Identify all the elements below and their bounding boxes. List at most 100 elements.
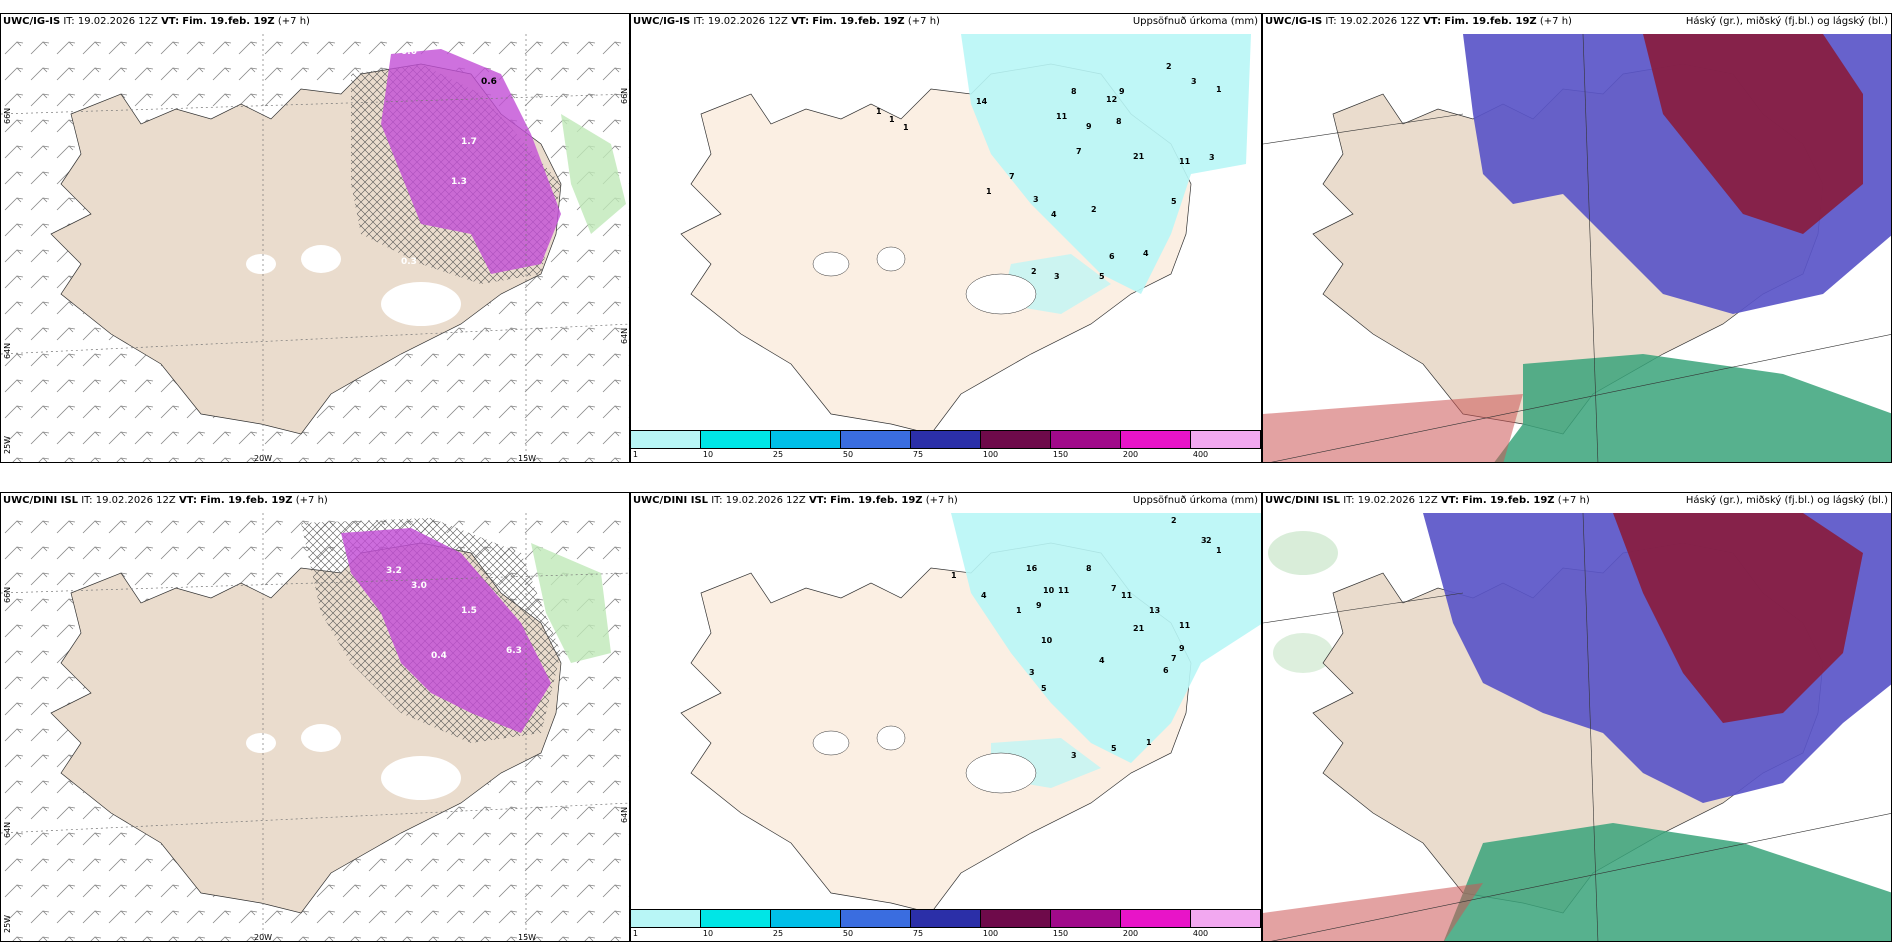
svg-text:11: 11 <box>1121 591 1133 600</box>
svg-text:10: 10 <box>1043 586 1055 595</box>
colorbar-label: 150 <box>1052 450 1069 459</box>
svg-text:5: 5 <box>1041 684 1047 693</box>
wind-map-panel-bottom: UWC/DINI ISL IT: 19.02.2026 12Z VT: Fim.… <box>0 492 630 942</box>
lat-label-64: 64N <box>3 821 12 838</box>
lon-corner-label: 25W <box>3 914 12 933</box>
svg-text:2: 2 <box>1031 267 1037 276</box>
panel-title: UWC/DINI ISL IT: 19.02.2026 12Z VT: Fim.… <box>1265 495 1590 506</box>
precip-map-panel-top: UWC/IG-IS IT: 19.02.2026 12Z VT: Fim. 19… <box>630 13 1262 463</box>
precip-colorbar: 1 10 25 50 75 100 150 200 400 <box>631 909 1261 941</box>
colorbar-swatch <box>771 431 841 448</box>
colorbar-label: 1 <box>632 929 638 938</box>
svg-text:4: 4 <box>1051 210 1057 219</box>
colorbar-label: 25 <box>772 450 784 459</box>
panel-title: UWC/IG-IS IT: 19.02.2026 12Z VT: Fim. 19… <box>1265 16 1572 27</box>
lon-label-15w: 15W <box>518 454 537 463</box>
colorbar-swatch <box>911 910 981 927</box>
lat-label-66: 66N <box>3 107 12 124</box>
svg-text:8: 8 <box>1086 564 1092 573</box>
lat-label-64: 64N <box>3 342 12 359</box>
svg-text:11: 11 <box>1179 621 1191 630</box>
svg-text:2: 2 <box>1206 536 1212 545</box>
precip-map-panel-bottom: UWC/DINI ISL IT: 19.02.2026 12Z VT: Fim.… <box>630 492 1262 942</box>
svg-text:1.5: 1.5 <box>461 606 477 616</box>
cloud-map <box>1263 513 1891 941</box>
colorbar-label: 100 <box>982 450 999 459</box>
svg-text:3.2: 3.2 <box>386 566 402 576</box>
colorbar-label: 200 <box>1122 450 1139 459</box>
colorbar-label: 75 <box>912 450 924 459</box>
colorbar-swatch <box>981 431 1051 448</box>
colorbar-label: 400 <box>1192 450 1209 459</box>
svg-text:13: 13 <box>1149 606 1160 615</box>
colorbar-swatch <box>1191 431 1261 448</box>
svg-text:2: 2 <box>1166 62 1172 71</box>
svg-text:14: 14 <box>976 97 988 106</box>
svg-text:9: 9 <box>1119 87 1125 96</box>
panel-subtitle: Uppsöfnuð úrkoma (mm) <box>1132 16 1258 27</box>
panel-subtitle: Háský (gr.), miðský (fj.bl.) og lágský (… <box>1685 495 1888 506</box>
colorbar-label: 75 <box>912 929 924 938</box>
svg-text:1: 1 <box>1216 85 1222 94</box>
svg-text:0.3: 0.3 <box>401 257 417 267</box>
svg-text:4: 4 <box>981 591 987 600</box>
colorbar-swatch <box>1051 431 1121 448</box>
svg-text:3: 3 <box>1029 668 1035 677</box>
svg-text:1: 1 <box>1146 738 1152 747</box>
svg-text:5: 5 <box>1171 197 1177 206</box>
precip-value-labels: 1 1 1 14 8 12 9 11 9 8 7 21 11 3 2 3 1 7… <box>876 62 1222 281</box>
svg-text:6: 6 <box>1109 252 1115 261</box>
colorbar-swatch <box>631 910 701 927</box>
panel-title: UWC/IG-IS IT: 19.02.2026 12Z VT: Fim. 19… <box>633 16 940 27</box>
svg-text:1: 1 <box>1216 546 1222 555</box>
svg-text:1: 1 <box>889 115 895 124</box>
svg-text:3: 3 <box>1191 77 1197 86</box>
colorbar-swatch <box>701 431 771 448</box>
svg-text:1.3: 1.3 <box>451 177 467 187</box>
svg-text:1: 1 <box>986 187 992 196</box>
svg-text:3: 3 <box>1209 153 1215 162</box>
svg-text:6.3: 6.3 <box>506 646 522 656</box>
svg-text:2: 2 <box>1171 516 1177 525</box>
colorbar-swatch <box>1121 431 1191 448</box>
cloud-map-panel-top: UWC/IG-IS IT: 19.02.2026 12Z VT: Fim. 19… <box>1262 13 1892 463</box>
lat-label-64-right: 64N <box>620 327 629 344</box>
svg-text:0.4: 0.4 <box>431 651 447 661</box>
panel-subtitle: Uppsöfnuð úrkoma (mm) <box>1132 495 1258 506</box>
colorbar-swatch <box>981 910 1051 927</box>
svg-text:1: 1 <box>1016 606 1022 615</box>
svg-text:4: 4 <box>1099 656 1105 665</box>
colorbar-label: 50 <box>842 929 854 938</box>
svg-text:7: 7 <box>1171 654 1177 663</box>
colorbar-swatch <box>841 431 911 448</box>
colorbar-label: 10 <box>702 450 714 459</box>
svg-text:9: 9 <box>1179 644 1185 653</box>
svg-text:2: 2 <box>1091 205 1097 214</box>
svg-text:3: 3 <box>1201 536 1207 545</box>
wind-map-panel-top: UWC/IG-IS IT: 19.02.2026 12Z VT: Fim. 19… <box>0 13 630 463</box>
svg-text:6: 6 <box>1163 666 1169 675</box>
colorbar-swatch <box>1121 910 1191 927</box>
svg-text:10: 10 <box>1041 636 1053 645</box>
svg-text:7: 7 <box>1111 584 1117 593</box>
svg-text:5: 5 <box>1099 272 1105 281</box>
lon-label-20w: 20W <box>254 454 273 463</box>
svg-text:1: 1 <box>876 107 882 116</box>
svg-text:21: 21 <box>1133 152 1145 161</box>
svg-text:16: 16 <box>1026 564 1038 573</box>
svg-text:0.6: 0.6 <box>401 47 417 57</box>
svg-text:11: 11 <box>1056 112 1068 121</box>
svg-text:11: 11 <box>1058 586 1070 595</box>
lat-label-66-right: 66N <box>620 87 629 104</box>
svg-text:9: 9 <box>1086 122 1092 131</box>
lon-label-20w: 20W <box>254 933 273 942</box>
wind-snow-map: 3.2 3.0 1.5 6.3 0.4 <box>1 513 629 941</box>
panel-title: UWC/IG-IS IT: 19.02.2026 12Z VT: Fim. 19… <box>3 16 310 27</box>
svg-text:7: 7 <box>1076 147 1082 156</box>
cloud-map <box>1263 34 1891 462</box>
colorbar-label: 25 <box>772 929 784 938</box>
colorbar-label: 10 <box>702 929 714 938</box>
svg-text:5: 5 <box>1111 744 1117 753</box>
svg-text:8: 8 <box>1116 117 1122 126</box>
svg-text:4: 4 <box>1143 249 1149 258</box>
